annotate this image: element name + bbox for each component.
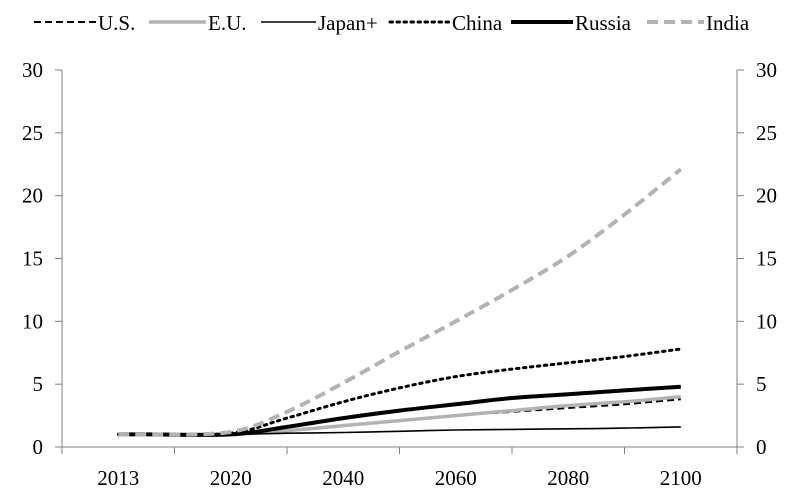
y-tick-label-right: 0: [756, 435, 767, 459]
y-tick-label-left: 25: [22, 121, 43, 145]
x-tick-label: 2040: [322, 466, 364, 490]
legend-label-e-u: E.U.: [208, 11, 247, 35]
legend: U.S. E.U. Japan+ China Russia India: [34, 11, 750, 35]
series-line-india: [118, 167, 683, 437]
y-tick-label-right: 30: [756, 58, 777, 82]
x-tick-label: 2100: [660, 466, 702, 490]
y-tick-label-right: 25: [756, 121, 777, 145]
x-tick-label: 2020: [210, 466, 252, 490]
legend-label-india: India: [706, 11, 750, 35]
legend-label-russia: Russia: [575, 11, 632, 35]
y-tick-label-left: 30: [22, 58, 43, 82]
x-tick-label: 2060: [435, 466, 477, 490]
x-tick-label: 2080: [547, 466, 589, 490]
y-tick-label-left: 10: [22, 309, 43, 333]
axes: 0 5 10 15 20 25 30 0 5 10 15 20 25 30 2013 2020 2040 2060…: [22, 58, 777, 490]
y-tick-label-left: 20: [22, 184, 43, 208]
legend-label-china: China: [452, 11, 503, 35]
y-tick-label-left: 15: [22, 247, 43, 271]
y-tick-label-right: 10: [756, 309, 777, 333]
y-tick-label-right: 15: [756, 247, 777, 271]
y-tick-label-right: 5: [756, 372, 767, 396]
y-tick-label-left: 0: [33, 435, 44, 459]
y-tick-label-left: 5: [33, 372, 44, 396]
x-tick-label: 2013: [97, 466, 139, 490]
legend-label-japan: Japan+: [318, 11, 378, 35]
series-line-russia: [118, 384, 681, 437]
legend-label-u-s: U.S.: [98, 11, 135, 35]
y-tick-label-right: 20: [756, 184, 777, 208]
series-group: [116, 167, 683, 437]
